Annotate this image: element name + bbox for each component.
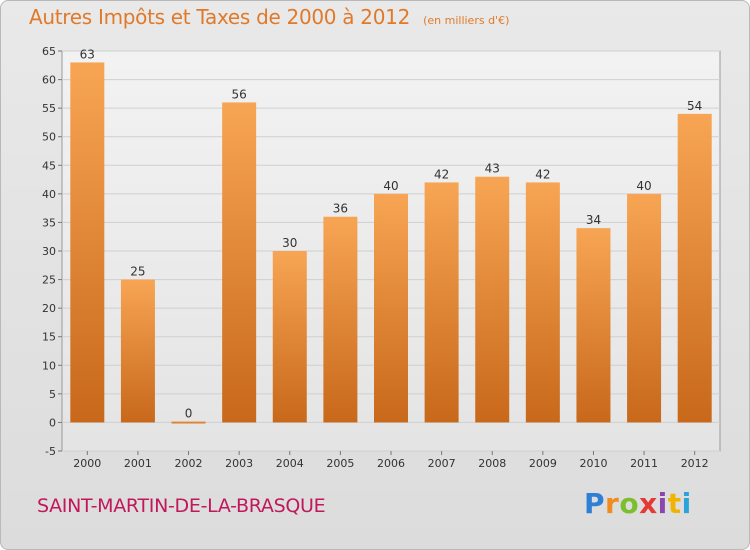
y-tick-label: 35: [42, 216, 56, 229]
x-tick-label: 2010: [579, 457, 607, 470]
y-tick-label: 60: [42, 74, 56, 87]
data-label-2006: 40: [383, 179, 398, 193]
y-tick-label: 15: [42, 331, 56, 344]
y-tick-label: 10: [42, 359, 56, 372]
bar-2003: [222, 102, 257, 423]
x-tick-label: 2003: [225, 457, 253, 470]
brand-letter: i: [657, 487, 668, 520]
data-label-2008: 43: [485, 162, 500, 176]
y-tick-label: 40: [42, 188, 56, 201]
data-label-2010: 34: [586, 213, 601, 227]
bar-2006: [374, 193, 408, 423]
bars: [70, 62, 712, 424]
data-label-2011: 40: [636, 179, 651, 193]
y-tick-label: 25: [42, 274, 56, 287]
x-tick-label: 2006: [377, 457, 405, 470]
bar-2007: [424, 182, 459, 423]
x-tick-label: 2007: [428, 457, 456, 470]
data-label-2004: 30: [282, 236, 297, 250]
y-axis-ticks: -5 0 5 10 15 20 25 30 35 40 45 50 55 60 65: [42, 45, 62, 458]
brand-letter: r: [605, 487, 620, 520]
bar-2000: [70, 62, 105, 423]
x-axis-ticks: 2000 2001 2002 2003 2004 2005 2006 2007 2008 2009…: [73, 451, 709, 470]
data-labels: 63 25 0 56 30 36 40 42 43 42 34 40 54: [80, 47, 703, 420]
x-tick-label: 2012: [681, 457, 709, 470]
brand-letter: o: [619, 487, 640, 520]
x-tick-label: 2005: [326, 457, 354, 470]
data-label-2012: 54: [687, 99, 702, 113]
bar-2011: [627, 193, 662, 423]
data-label-2005: 36: [333, 202, 348, 216]
y-tick-label: 45: [42, 159, 56, 172]
y-tick-label: -5: [45, 445, 56, 458]
brand-logo: Proxiti: [584, 487, 692, 520]
bar-2010: [576, 228, 611, 423]
y-tick-label: 20: [42, 302, 56, 315]
data-label-2001: 25: [130, 265, 145, 279]
place-name: SAINT-MARTIN-DE-LA-BRASQUE: [37, 495, 326, 517]
brand-letter: x: [639, 487, 658, 520]
x-tick-label: 2004: [276, 457, 304, 470]
y-tick-label: 55: [42, 102, 56, 115]
x-tick-label: 2001: [124, 457, 152, 470]
data-label-2003: 56: [232, 87, 247, 101]
brand-letter: t: [667, 487, 682, 520]
bar-2009: [525, 182, 560, 423]
bar-2012: [677, 113, 712, 423]
bar-2004: [272, 251, 307, 423]
data-label-2007: 42: [434, 167, 449, 181]
data-label-2000: 63: [80, 47, 95, 61]
brand-letter: P: [584, 487, 606, 520]
chart-title: Autres Impôts et Taxes de 2000 à 2012: [29, 5, 410, 29]
data-label-2002: 0: [185, 406, 193, 420]
x-tick-label: 2008: [478, 457, 506, 470]
y-tick-label: 50: [42, 131, 56, 144]
x-tick-label: 2011: [630, 457, 658, 470]
bar-2005: [323, 216, 358, 423]
bar-2008: [475, 176, 510, 423]
x-tick-label: 2009: [529, 457, 557, 470]
y-tick-label: 0: [49, 416, 56, 429]
y-tick-label: 65: [42, 45, 56, 58]
x-tick-label: 2000: [73, 457, 101, 470]
y-tick-label: 30: [42, 245, 56, 258]
bar-2002: [171, 421, 206, 424]
brand-letter: i: [681, 487, 692, 520]
chart-title-row: Autres Impôts et Taxes de 2000 à 2012 (e…: [29, 5, 509, 29]
bar-2001: [120, 279, 155, 423]
data-label-2009: 42: [535, 167, 550, 181]
y-tick-label: 5: [49, 388, 56, 401]
x-tick-label: 2002: [175, 457, 203, 470]
chart-subtitle: (en milliers d'€): [423, 14, 510, 27]
